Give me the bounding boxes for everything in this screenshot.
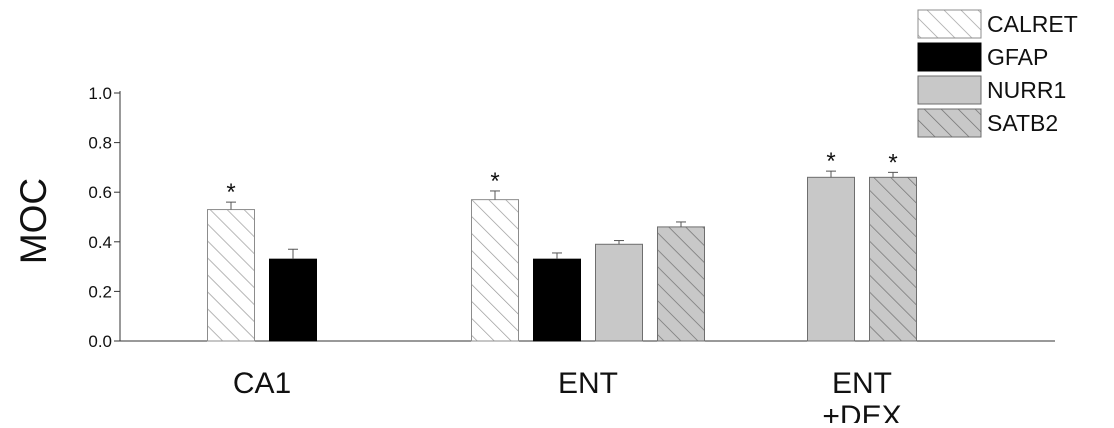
x-category-label: ENT [558, 367, 618, 400]
legend-label: GFAP [987, 44, 1048, 70]
bar-ent-satb2 [657, 226, 705, 342]
legend-swatch [917, 9, 982, 39]
legend-item-calret: CALRET [917, 9, 1078, 39]
bar-ent-calret [471, 199, 519, 342]
bar-ent-dex-satb2 [869, 176, 917, 342]
legend-label: CALRET [987, 11, 1078, 37]
x-category-label: +DEX [822, 400, 901, 423]
significance-marker: * [226, 179, 235, 206]
y-tick-label: 0.8 [88, 134, 112, 153]
bar-ca1-calret [207, 209, 255, 342]
bar-ent-dex-nurr1 [807, 176, 855, 342]
y-tick-label: 0.4 [88, 233, 112, 252]
significance-marker: * [490, 168, 499, 195]
legend-swatch [917, 75, 982, 105]
y-tick-label: 1.0 [88, 84, 112, 103]
legend-item-satb2: SATB2 [917, 108, 1058, 138]
bar-ca1-gfap [269, 258, 317, 342]
bar-ent-nurr1 [595, 243, 643, 342]
legend-swatch [917, 108, 982, 138]
legend-label: SATB2 [987, 110, 1058, 136]
significance-marker: * [826, 148, 835, 175]
y-tick-label: 0.0 [88, 332, 112, 351]
bar-ent-gfap [533, 258, 581, 342]
legend: CALRET GFAP NURR1 SATB2 [917, 9, 1078, 138]
x-category-label: ENT [832, 367, 892, 400]
bars: * * * * [207, 148, 917, 342]
y-axis-title: MOC [13, 178, 54, 264]
x-category-label: CA1 [233, 367, 291, 400]
legend-label: NURR1 [987, 77, 1066, 103]
legend-item-nurr1: NURR1 [917, 75, 1066, 105]
y-tick-label: 0.2 [88, 282, 112, 301]
y-tick-label: 0.6 [88, 183, 112, 202]
legend-swatch [917, 42, 982, 72]
significance-marker: * [888, 149, 897, 176]
legend-item-gfap: GFAP [917, 42, 1048, 72]
